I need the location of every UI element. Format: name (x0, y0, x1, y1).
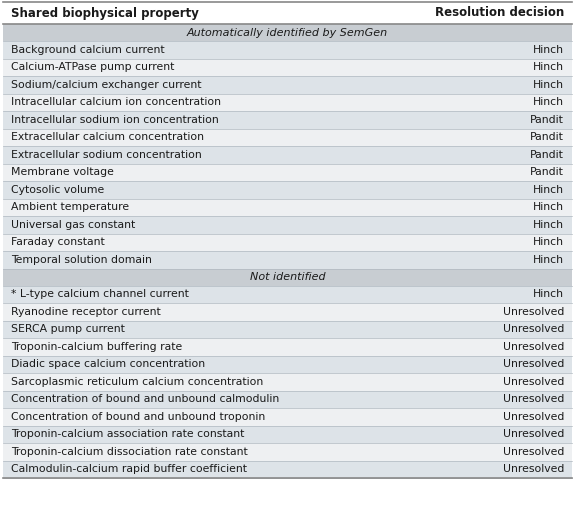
Text: Background calcium current: Background calcium current (11, 45, 164, 55)
Bar (3, 93, 572, 111)
Text: Ambient temperature: Ambient temperature (11, 202, 129, 212)
Bar (3, 251, 572, 268)
Text: Unresolved: Unresolved (503, 324, 564, 334)
Text: Intracellular sodium ion concentration: Intracellular sodium ion concentration (11, 115, 218, 125)
Bar (3, 41, 572, 58)
Bar (3, 233, 572, 251)
Text: Troponin-calcium buffering rate: Troponin-calcium buffering rate (11, 342, 182, 352)
Text: Universal gas constant: Universal gas constant (11, 220, 135, 230)
Bar (3, 2, 572, 24)
Text: Unresolved: Unresolved (503, 359, 564, 369)
Text: Ryanodine receptor current: Ryanodine receptor current (11, 307, 161, 317)
Text: Resolution decision: Resolution decision (435, 7, 564, 19)
Text: Hinch: Hinch (533, 80, 564, 90)
Text: Unresolved: Unresolved (503, 307, 564, 317)
Text: Hinch: Hinch (533, 289, 564, 299)
Bar (3, 24, 572, 41)
Text: Unresolved: Unresolved (503, 342, 564, 352)
Bar (3, 111, 572, 128)
Text: Unresolved: Unresolved (503, 394, 564, 404)
Text: Intracellular calcium ion concentration: Intracellular calcium ion concentration (11, 97, 221, 107)
Bar (3, 390, 572, 408)
Text: Concentration of bound and unbound calmodulin: Concentration of bound and unbound calmo… (11, 394, 279, 404)
Bar (3, 128, 572, 146)
Bar (3, 199, 572, 216)
Text: Pandit: Pandit (530, 167, 564, 177)
Bar (3, 321, 572, 338)
Bar (3, 164, 572, 181)
Text: Diadic space calcium concentration: Diadic space calcium concentration (11, 359, 205, 369)
Text: Faraday constant: Faraday constant (11, 237, 105, 247)
Text: Concentration of bound and unbound troponin: Concentration of bound and unbound tropo… (11, 412, 265, 422)
Text: Hinch: Hinch (533, 255, 564, 265)
Bar (3, 286, 572, 303)
Text: Cytosolic volume: Cytosolic volume (11, 185, 104, 195)
Bar (3, 461, 572, 478)
Text: Sodium/calcium exchanger current: Sodium/calcium exchanger current (11, 80, 201, 90)
Bar (3, 356, 572, 373)
Text: Temporal solution domain: Temporal solution domain (11, 255, 152, 265)
Text: Hinch: Hinch (533, 62, 564, 72)
Text: Extracellular calcium concentration: Extracellular calcium concentration (11, 132, 204, 142)
Text: Extracellular sodium concentration: Extracellular sodium concentration (11, 150, 202, 160)
Text: Pandit: Pandit (530, 132, 564, 142)
Text: * L-type calcium channel current: * L-type calcium channel current (11, 289, 189, 299)
Text: Unresolved: Unresolved (503, 429, 564, 439)
Text: Unresolved: Unresolved (503, 412, 564, 422)
Text: Pandit: Pandit (530, 150, 564, 160)
Text: Hinch: Hinch (533, 202, 564, 212)
Bar (3, 58, 572, 76)
Bar (3, 146, 572, 164)
Bar (3, 216, 572, 233)
Text: Calcium-ATPase pump current: Calcium-ATPase pump current (11, 62, 174, 72)
Text: Unresolved: Unresolved (503, 464, 564, 474)
Bar (3, 76, 572, 93)
Text: Calmodulin-calcium rapid buffer coefficient: Calmodulin-calcium rapid buffer coeffici… (11, 464, 247, 474)
Bar (3, 408, 572, 425)
Text: Hinch: Hinch (533, 97, 564, 107)
Text: Hinch: Hinch (533, 220, 564, 230)
Text: Not identified: Not identified (250, 272, 325, 282)
Bar (3, 373, 572, 390)
Text: Membrane voltage: Membrane voltage (11, 167, 114, 177)
Text: Unresolved: Unresolved (503, 377, 564, 387)
Text: Pandit: Pandit (530, 115, 564, 125)
Text: Troponin-calcium association rate constant: Troponin-calcium association rate consta… (11, 429, 244, 439)
Text: Sarcoplasmic reticulum calcium concentration: Sarcoplasmic reticulum calcium concentra… (11, 377, 263, 387)
Bar (3, 268, 572, 286)
Text: Hinch: Hinch (533, 237, 564, 247)
Bar (3, 443, 572, 461)
Text: SERCA pump current: SERCA pump current (11, 324, 125, 334)
Text: Hinch: Hinch (533, 185, 564, 195)
Text: Shared biophysical property: Shared biophysical property (11, 7, 199, 19)
Bar (3, 338, 572, 356)
Text: Hinch: Hinch (533, 45, 564, 55)
Text: Troponin-calcium dissociation rate constant: Troponin-calcium dissociation rate const… (11, 447, 248, 457)
Text: Unresolved: Unresolved (503, 447, 564, 457)
Bar (3, 303, 572, 321)
Text: Automatically identified by SemGen: Automatically identified by SemGen (187, 28, 388, 37)
Bar (3, 181, 572, 199)
Bar (3, 425, 572, 443)
